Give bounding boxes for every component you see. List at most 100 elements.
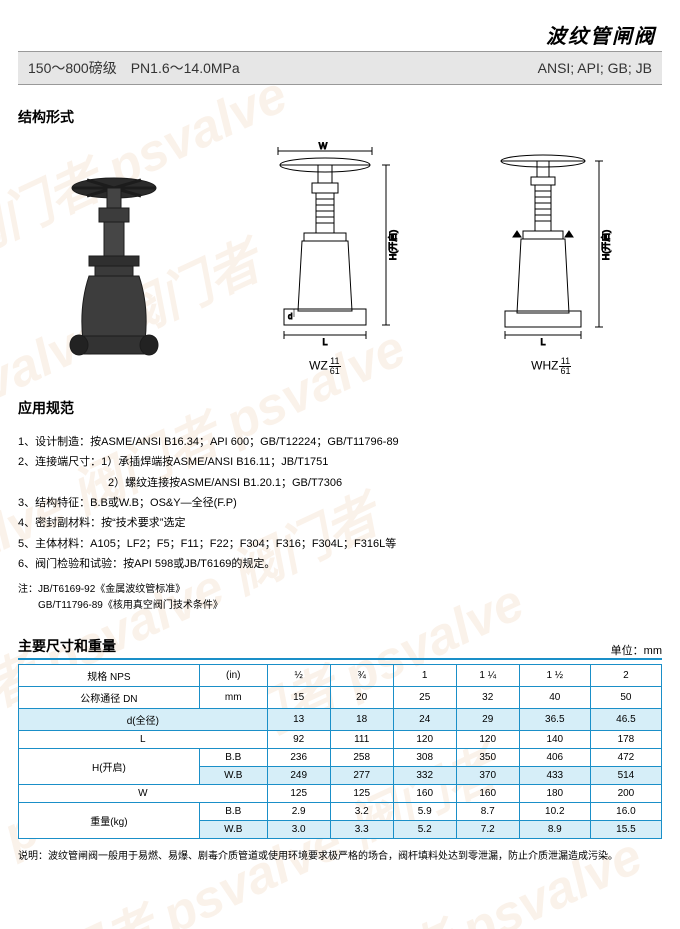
tech-drawing-wz: W L H(开启) — [240, 141, 410, 376]
footnote: 说明：波纹管闸阀一般用于易燃、易爆、剧毒介质管道或使用环境要求极严格的场合，阀杆… — [18, 847, 662, 862]
cell: 200 — [590, 785, 661, 803]
wz-drawing-svg: W L H(开启) — [240, 141, 410, 351]
cell: 13 — [267, 709, 330, 731]
tech-drawing-whz: L H(开启) WHZ1161 — [471, 141, 631, 376]
cell: 8.7 — [456, 803, 519, 821]
cell: 1 ¼ — [456, 665, 519, 687]
h-header: H(开启) — [19, 749, 200, 785]
d-header: d(全径) — [19, 709, 268, 731]
product-photo — [49, 166, 179, 376]
cell: 36.5 — [519, 709, 590, 731]
spec-line: 2）螺纹连接按ASME/ANSI B1.20.1；GB/T7306 — [18, 473, 662, 493]
table-row: d(全径) 13 18 24 29 36.5 46.5 — [19, 709, 662, 731]
specs-note: 注：JB/T6169-92《金属波纹管标准》 GB/T11796-89《核用真空… — [18, 582, 662, 614]
header-info-bar: 150～800磅级 PN1.6～14.0MPa ANSI; API; GB; J… — [18, 51, 662, 85]
cell: 20 — [330, 687, 393, 709]
cell: 350 — [456, 749, 519, 767]
whz-drawing-svg: L H(开启) — [471, 141, 631, 351]
w-header: W — [19, 785, 268, 803]
table-row: 公称通径 DN mm 15 20 25 32 40 50 — [19, 687, 662, 709]
spec-line: 5、主体材料：A105；LF2；F5；F11；F22；F304；F316；F30… — [18, 534, 662, 554]
cell: 120 — [456, 731, 519, 749]
spec-line: 1、设计制造：按ASME/ANSI B16.34；API 600；GB/T122… — [18, 432, 662, 452]
standards-list: ANSI; API; GB; JB — [538, 60, 652, 76]
cell: 3.2 — [330, 803, 393, 821]
l-header: L — [19, 731, 268, 749]
cell: 308 — [393, 749, 456, 767]
dims-unit: 单位：mm — [611, 642, 662, 658]
bb-header: B.B — [199, 749, 267, 767]
cell: ¾ — [330, 665, 393, 687]
table-row: 规格 NPS (in) ½ ¾ 1 1 ¼ 1 ½ 2 — [19, 665, 662, 687]
cell: 50 — [590, 687, 661, 709]
cell: 2 — [590, 665, 661, 687]
cell: 140 — [519, 731, 590, 749]
product-title: 波纹管闸阀 — [18, 20, 662, 49]
cell: 472 — [590, 749, 661, 767]
valve-photo-svg — [49, 166, 179, 376]
cell: 1 ½ — [519, 665, 590, 687]
table-row: 重量(kg) B.B 2.9 3.2 5.9 8.7 10.2 16.0 — [19, 803, 662, 821]
cell: 332 — [393, 767, 456, 785]
cell: 29 — [456, 709, 519, 731]
specs-section-title: 应用规范 — [18, 398, 662, 418]
mm-header: mm — [199, 687, 267, 709]
nps-header: 规格 NPS — [19, 665, 200, 687]
in-header: (in) — [199, 665, 267, 687]
cell: 18 — [330, 709, 393, 731]
cell: 16.0 — [590, 803, 661, 821]
svg-text:W: W — [319, 141, 328, 151]
cell: 8.9 — [519, 821, 590, 839]
dims-section-title: 主要尺寸和重量 — [18, 636, 116, 656]
specs-block: 1、设计制造：按ASME/ANSI B16.34；API 600；GB/T122… — [18, 432, 662, 614]
cell: 125 — [330, 785, 393, 803]
cell: 160 — [393, 785, 456, 803]
cell: 236 — [267, 749, 330, 767]
cell: 3.0 — [267, 821, 330, 839]
cell: 24 — [393, 709, 456, 731]
pressure-rating: 150～800磅级 PN1.6～14.0MPa — [28, 58, 240, 78]
cell: 15 — [267, 687, 330, 709]
cell: 160 — [456, 785, 519, 803]
spec-line: 4、密封副材料：按“技术要求”选定 — [18, 513, 662, 533]
bb-header: B.B — [199, 803, 267, 821]
spec-line: 3、结构特征：B.B或W.B；OS&Y—全径(F.P) — [18, 493, 662, 513]
wb-header: W.B — [199, 821, 267, 839]
wb-header: W.B — [199, 767, 267, 785]
cell: 433 — [519, 767, 590, 785]
cell: 46.5 — [590, 709, 661, 731]
cell: 277 — [330, 767, 393, 785]
cell: 3.3 — [330, 821, 393, 839]
cell: 125 — [267, 785, 330, 803]
dimensions-table: 规格 NPS (in) ½ ¾ 1 1 ¼ 1 ½ 2 公称通径 DN mm 1… — [18, 664, 662, 839]
cell: 180 — [519, 785, 590, 803]
cell: 5.9 — [393, 803, 456, 821]
spec-line: 6、阀门检验和试验：按API 598或JB/T6169的规定。 — [18, 554, 662, 574]
cell: 120 — [393, 731, 456, 749]
table-row: L 92 111 120 120 140 178 — [19, 731, 662, 749]
cell: 178 — [590, 731, 661, 749]
svg-text:L: L — [541, 337, 546, 347]
cell: 1 — [393, 665, 456, 687]
cell: 5.2 — [393, 821, 456, 839]
cell: 111 — [330, 731, 393, 749]
table-row: H(开启) B.B 236 258 308 350 406 472 — [19, 749, 662, 767]
dimensions-header: 主要尺寸和重量 单位：mm — [18, 626, 662, 660]
cell: 15.5 — [590, 821, 661, 839]
cell: 92 — [267, 731, 330, 749]
wz-caption: WZ1161 — [240, 357, 410, 376]
structure-section-title: 结构形式 — [18, 107, 662, 127]
cell: 514 — [590, 767, 661, 785]
cell: 40 — [519, 687, 590, 709]
cell: 370 — [456, 767, 519, 785]
svg-text:H(开启): H(开启) — [387, 230, 398, 261]
weight-header: 重量(kg) — [19, 803, 200, 839]
cell: 258 — [330, 749, 393, 767]
cell: 406 — [519, 749, 590, 767]
diagram-row: W L H(开启) — [18, 141, 662, 376]
cell: 32 — [456, 687, 519, 709]
cell: 7.2 — [456, 821, 519, 839]
dn-header: 公称通径 DN — [19, 687, 200, 709]
spec-line: 2、连接端尺寸：1）承插焊端按ASME/ANSI B16.11；JB/T1751 — [18, 452, 662, 472]
whz-caption: WHZ1161 — [471, 357, 631, 376]
